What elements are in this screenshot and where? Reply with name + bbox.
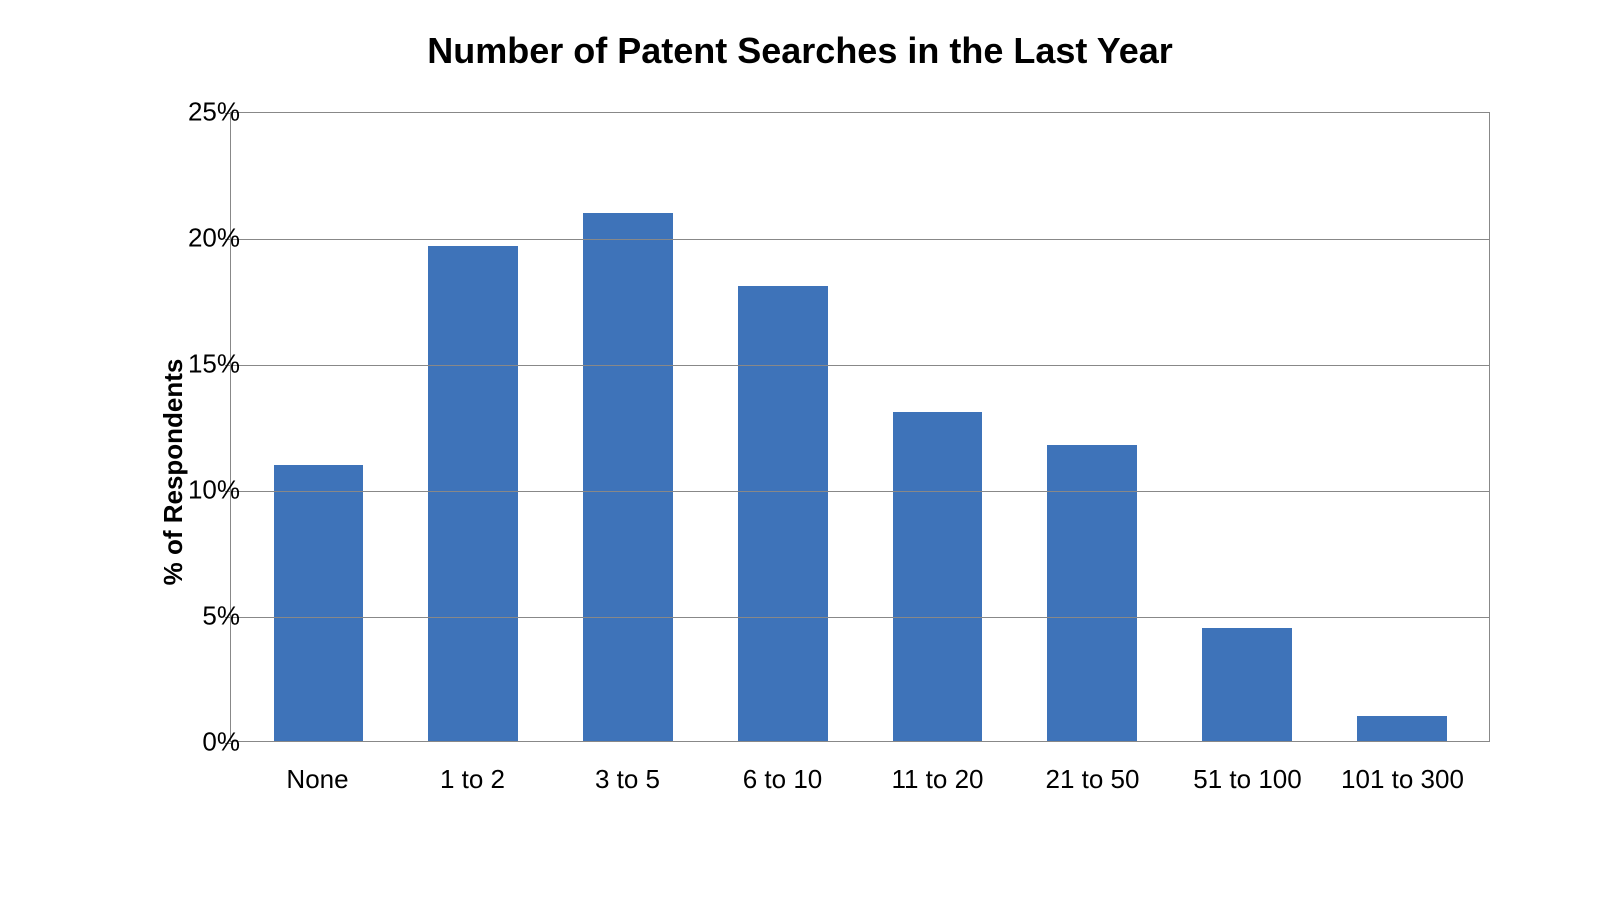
gridline <box>231 491 1489 492</box>
gridline <box>231 617 1489 618</box>
y-tick-label: 25% <box>160 97 240 128</box>
bar-slot <box>1324 113 1479 741</box>
bar <box>738 286 828 741</box>
x-tick-label: 1 to 2 <box>395 752 550 795</box>
bar <box>274 465 364 741</box>
bar <box>1357 716 1447 741</box>
bar <box>1047 445 1137 741</box>
x-tick-label: 3 to 5 <box>550 752 705 795</box>
plot-area <box>230 112 1490 742</box>
bar <box>428 246 518 741</box>
y-axis-label: % of Respondents <box>158 359 189 586</box>
y-tick-label: 20% <box>160 223 240 254</box>
bar <box>893 412 983 741</box>
x-tick-label: 101 to 300 <box>1325 752 1480 795</box>
bar-slot <box>396 113 551 741</box>
gridline <box>231 239 1489 240</box>
bar <box>583 213 673 741</box>
gridline <box>231 365 1489 366</box>
bar-slot <box>551 113 706 741</box>
chart-wrapper: % of Respondents None1 to 23 to 56 to 10… <box>90 92 1510 852</box>
bar-slot <box>1170 113 1325 741</box>
bar <box>1202 628 1292 741</box>
y-tick-label: 10% <box>160 475 240 506</box>
bar-slot <box>705 113 860 741</box>
bar-slot <box>860 113 1015 741</box>
bar-slot <box>241 113 396 741</box>
x-tick-label: 21 to 50 <box>1015 752 1170 795</box>
x-axis-labels: None1 to 23 to 56 to 1011 to 2021 to 505… <box>230 752 1490 795</box>
chart-title: Number of Patent Searches in the Last Ye… <box>427 30 1173 72</box>
x-tick-label: 6 to 10 <box>705 752 860 795</box>
x-tick-label: None <box>240 752 395 795</box>
y-tick-label: 0% <box>160 727 240 758</box>
bars-container <box>231 113 1489 741</box>
y-tick-label: 15% <box>160 349 240 380</box>
bar-slot <box>1015 113 1170 741</box>
y-tick-label: 5% <box>160 601 240 632</box>
x-tick-label: 11 to 20 <box>860 752 1015 795</box>
x-tick-label: 51 to 100 <box>1170 752 1325 795</box>
